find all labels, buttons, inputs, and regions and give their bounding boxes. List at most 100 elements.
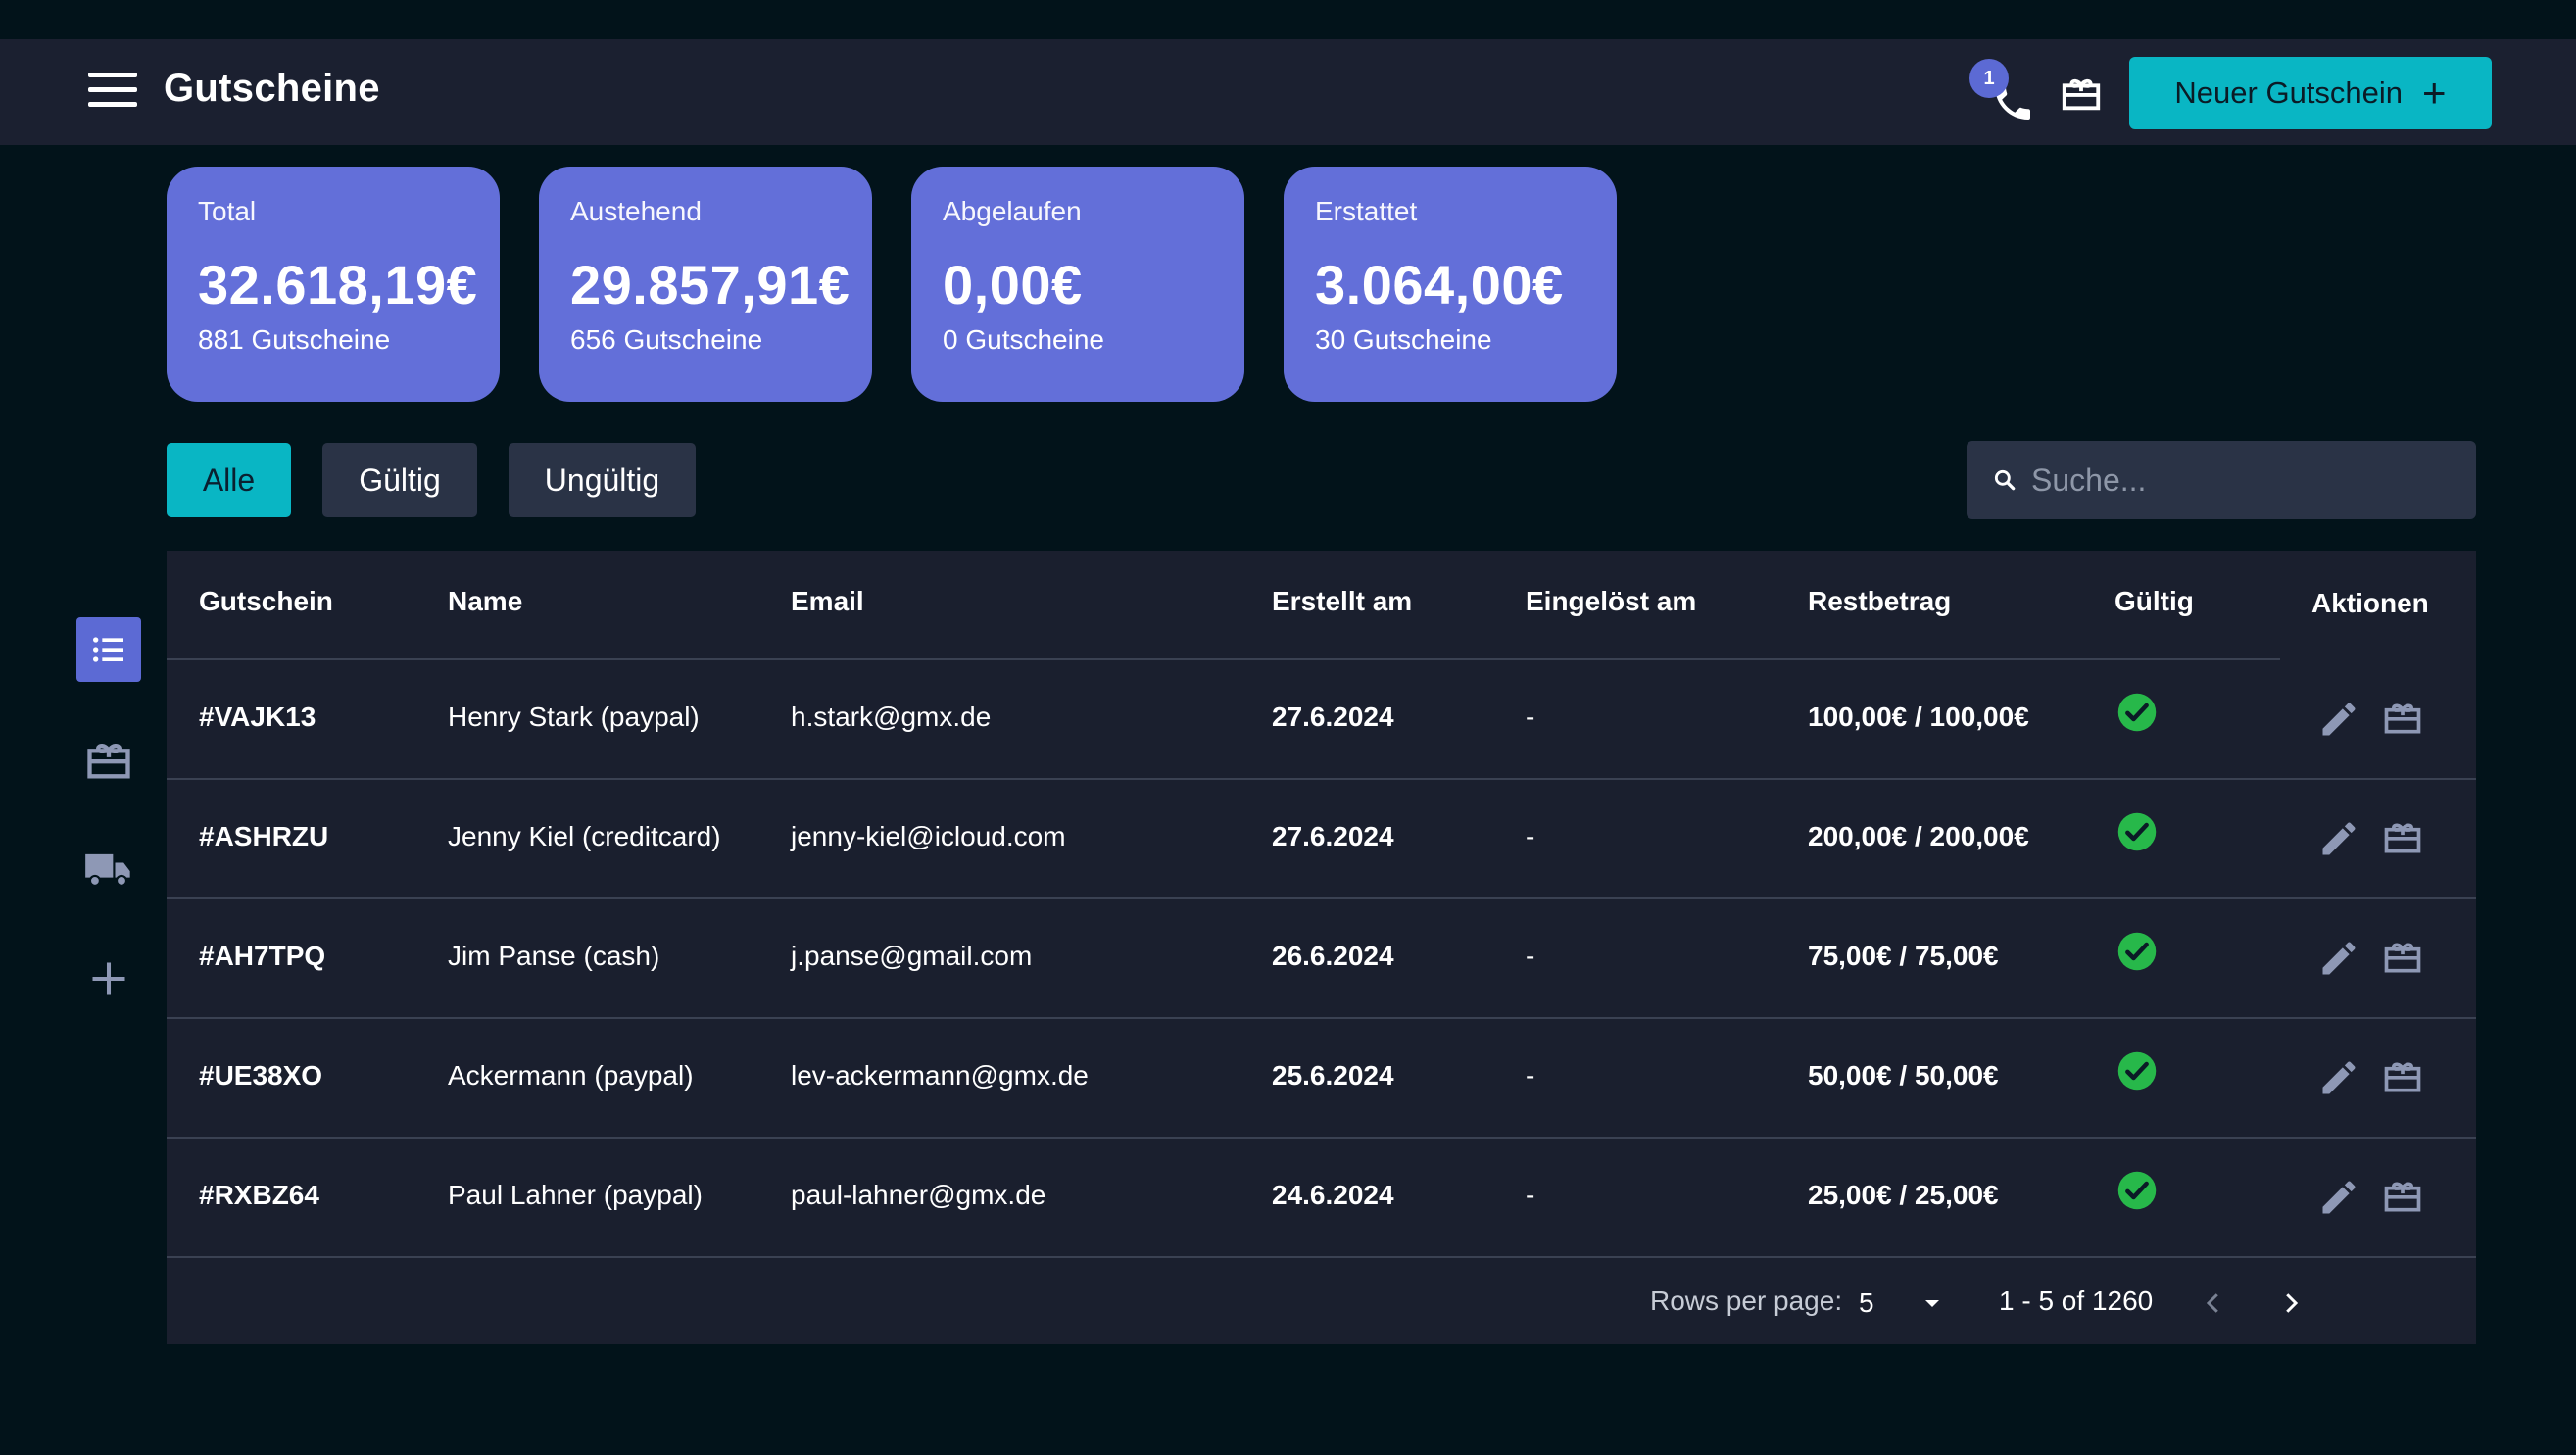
cell-created: 27.6.2024: [1272, 702, 1394, 732]
truck-icon: [85, 853, 130, 887]
stat-amount: 3.064,00€: [1315, 254, 1564, 315]
vouchers-table: Gutschein Name Email Erstellt am Eingelö…: [167, 551, 2476, 1344]
gift-icon[interactable]: [2381, 1054, 2424, 1097]
cell-code: #ASHRZU: [199, 821, 329, 851]
rows-per-page-select[interactable]: 5: [1859, 1287, 1874, 1318]
sidebar-item-vouchers[interactable]: [76, 727, 141, 792]
gift-icon[interactable]: [2381, 696, 2424, 739]
table-header: Gutschein Name Email Erstellt am Eingelö…: [167, 551, 2476, 658]
phone-icon: [1995, 84, 2030, 120]
gift-icon[interactable]: [2381, 935, 2424, 978]
search-input[interactable]: [2031, 461, 2462, 499]
gift-card-icon[interactable]: [2059, 71, 2104, 116]
sidebar-item-list[interactable]: [76, 617, 141, 682]
column-header-valid[interactable]: Gültig: [2114, 586, 2194, 616]
cell-email: paul-lahner@gmx.de: [791, 1180, 1046, 1210]
table-row[interactable]: #VAJK13 Henry Stark (paypal) h.stark@gmx.d…: [167, 660, 2476, 780]
column-header-name[interactable]: Name: [448, 586, 523, 616]
cell-name: Henry Stark (paypal): [448, 702, 700, 732]
stat-amount: 29.857,91€: [570, 254, 851, 315]
stat-card-expired: Abgelaufen 0,00€ 0 Gutscheine: [911, 167, 1244, 402]
stat-label: Abgelaufen: [943, 196, 1082, 226]
edit-icon[interactable]: [2317, 1176, 2360, 1219]
cell-balance: 50,00€ / 50,00€: [1808, 1060, 1999, 1091]
cell-redeemed: -: [1526, 1060, 1535, 1091]
phone-button[interactable]: 1: [1969, 59, 2032, 127]
cell-redeemed: -: [1526, 702, 1535, 732]
valid-check-icon: [2117, 1051, 2157, 1091]
plus-icon: [92, 962, 125, 995]
new-voucher-label: Neuer Gutschein: [2174, 75, 2404, 110]
search-icon: [1994, 469, 2016, 491]
list-icon: [93, 637, 123, 662]
sidebar-item-shipping[interactable]: [76, 837, 141, 901]
cell-name: Jim Panse (cash): [448, 941, 660, 971]
cell-code: #AH7TPQ: [199, 941, 326, 971]
column-header-created[interactable]: Erstellt am: [1272, 586, 1413, 616]
pagination: Rows per page: 5 1 - 5 of 1260: [167, 1256, 2476, 1344]
cell-created: 26.6.2024: [1272, 941, 1394, 971]
cell-name: Jenny Kiel (creditcard): [448, 821, 721, 851]
column-header-code[interactable]: Gutschein: [199, 586, 333, 616]
table-row[interactable]: #RXBZ64 Paul Lahner (paypal) paul-lahner@g…: [167, 1139, 2476, 1258]
table-row[interactable]: #AH7TPQ Jim Panse (cash) j.panse@gmail.com…: [167, 899, 2476, 1019]
column-header-balance[interactable]: Restbetrag: [1808, 586, 1952, 616]
stat-count: 656 Gutscheine: [570, 324, 763, 355]
table-row[interactable]: #UE38XO Ackermann (paypal) lev-ackermann@g…: [167, 1019, 2476, 1139]
column-header-email[interactable]: Email: [791, 586, 864, 616]
stat-count: 881 Gutscheine: [198, 324, 391, 355]
valid-check-icon: [2117, 932, 2157, 971]
top-bar: Gutscheine 1 Neuer Gutschein +: [0, 39, 2576, 145]
stat-card-refunded: Erstattet 3.064,00€ 30 Gutscheine: [1284, 167, 1617, 402]
sidebar-item-add[interactable]: [76, 946, 141, 1011]
column-header-redeemed[interactable]: Eingelöst am: [1526, 586, 1697, 616]
search-box: [1967, 441, 2476, 519]
cell-code: #UE38XO: [199, 1060, 323, 1091]
cell-created: 27.6.2024: [1272, 821, 1394, 851]
chevron-right-icon[interactable]: [2276, 1285, 2306, 1321]
caret-down-icon[interactable]: [1920, 1291, 1944, 1315]
valid-check-icon: [2117, 693, 2157, 732]
cell-email: jenny-kiel@icloud.com: [791, 821, 1066, 851]
page-range: 1 - 5 of 1260: [1999, 1285, 2154, 1316]
stat-amount: 32.618,19€: [198, 254, 478, 315]
cell-balance: 75,00€ / 75,00€: [1808, 941, 1999, 971]
cell-created: 24.6.2024: [1272, 1180, 1394, 1210]
column-header-actions: Aktionen: [2311, 588, 2429, 618]
stat-card-pending: Austehend 29.857,91€ 656 Gutscheine: [539, 167, 872, 402]
gift-icon[interactable]: [2381, 1174, 2424, 1217]
cell-created: 25.6.2024: [1272, 1060, 1394, 1091]
plus-icon: +: [2422, 70, 2447, 116]
notification-badge: 1: [1969, 59, 2009, 98]
chevron-left-icon[interactable]: [2199, 1285, 2228, 1321]
cell-redeemed: -: [1526, 1180, 1535, 1210]
cell-balance: 100,00€ / 100,00€: [1808, 702, 2029, 732]
stat-card-total: Total 32.618,19€ 881 Gutscheine: [167, 167, 500, 402]
cell-balance: 25,00€ / 25,00€: [1808, 1180, 1999, 1210]
page-title: Gutscheine: [164, 67, 380, 110]
valid-check-icon: [2117, 812, 2157, 851]
hamburger-menu-icon[interactable]: [88, 73, 137, 112]
gift-icon: [87, 744, 130, 779]
header-divider: [167, 658, 2280, 660]
new-voucher-button[interactable]: Neuer Gutschein +: [2129, 57, 2492, 129]
stat-count: 30 Gutscheine: [1315, 324, 1492, 355]
stat-label: Erstattet: [1315, 196, 1418, 226]
cell-code: #RXBZ64: [199, 1180, 319, 1210]
cell-balance: 200,00€ / 200,00€: [1808, 821, 2029, 851]
table-row[interactable]: #ASHRZU Jenny Kiel (creditcard) jenny-kiel…: [167, 780, 2476, 899]
cell-code: #VAJK13: [199, 702, 316, 732]
stat-label: Total: [198, 196, 257, 226]
gift-icon[interactable]: [2381, 815, 2424, 858]
edit-icon[interactable]: [2317, 937, 2360, 980]
filter-valid-button[interactable]: Gültig: [322, 443, 477, 517]
edit-icon[interactable]: [2317, 1056, 2360, 1099]
cell-email: h.stark@gmx.de: [791, 702, 992, 732]
filter-all-button[interactable]: Alle: [167, 443, 291, 517]
cell-email: j.panse@gmail.com: [791, 941, 1033, 971]
filter-invalid-button[interactable]: Ungültig: [509, 443, 696, 517]
stat-count: 0 Gutscheine: [943, 324, 1104, 355]
edit-icon[interactable]: [2317, 817, 2360, 860]
edit-icon[interactable]: [2317, 698, 2360, 741]
cell-name: Paul Lahner (paypal): [448, 1180, 703, 1210]
